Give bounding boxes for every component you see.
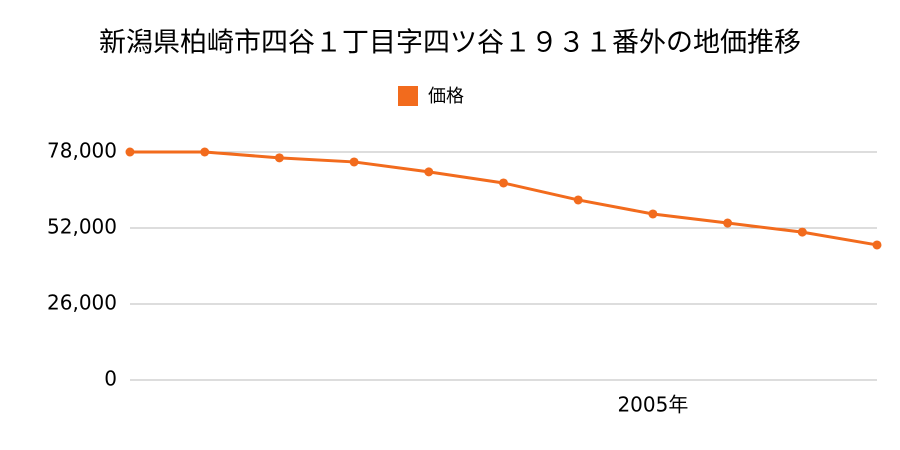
legend-label: 価格 xyxy=(428,86,464,107)
point xyxy=(349,157,359,167)
y-tick-label: 52,000 xyxy=(47,215,117,239)
point xyxy=(648,209,658,219)
point xyxy=(274,153,284,163)
y-tick-label: 0 xyxy=(104,367,117,391)
point xyxy=(200,147,210,157)
point xyxy=(797,227,807,237)
point xyxy=(573,195,583,205)
point xyxy=(723,218,733,228)
point xyxy=(499,178,508,188)
x-tick-label: 2005年 xyxy=(617,393,688,417)
line xyxy=(130,150,878,247)
point xyxy=(872,240,882,250)
point xyxy=(125,147,135,157)
y-tick-label: 78,000 xyxy=(47,139,117,163)
chart-title: 新潟県柏崎市四谷１丁目字四ツ谷１９３１番外の地価推移 xyxy=(99,28,801,59)
legend-swatch xyxy=(398,86,418,106)
point xyxy=(424,167,434,177)
y-tick-label: 26,000 xyxy=(47,291,117,315)
